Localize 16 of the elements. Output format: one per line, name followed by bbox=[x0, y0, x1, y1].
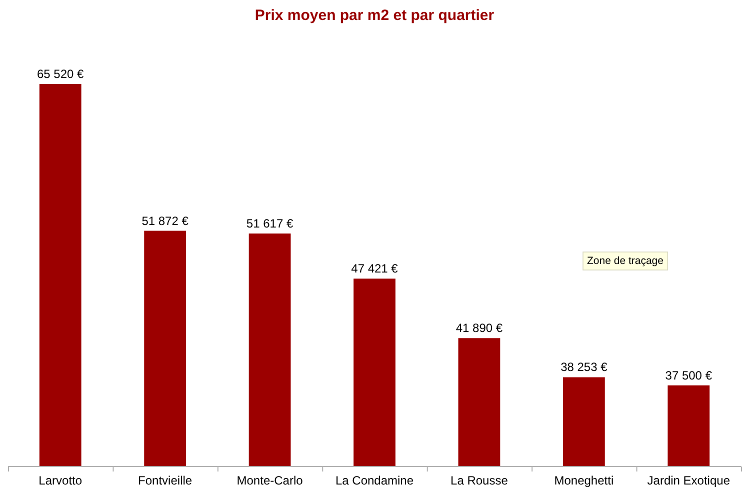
data-label: 41 890 € bbox=[456, 321, 503, 336]
x-tick-label: Fontvieille bbox=[138, 474, 192, 488]
chart-title: Prix moyen par m2 et par quartier bbox=[254, 7, 494, 24]
x-tick-label: Jardin Exotique bbox=[647, 474, 730, 488]
x-tick-label: La Rousse bbox=[450, 474, 508, 488]
x-tick-label: La Condamine bbox=[335, 474, 414, 488]
data-label: 51 617 € bbox=[246, 216, 294, 231]
data-label: 51 872 € bbox=[142, 214, 189, 228]
x-tick-label: Larvotto bbox=[38, 474, 82, 488]
x-tick-label: Moneghetti bbox=[554, 474, 614, 488]
data-label: 47 421 € bbox=[351, 262, 398, 276]
annotation: Zone de traçage bbox=[587, 255, 664, 267]
data-label: 65 520 € bbox=[37, 67, 84, 81]
x-tick-label: Monte-Carlo bbox=[236, 474, 304, 488]
data-label: 38 253 € bbox=[560, 360, 608, 374]
data-label: 37 500 € bbox=[665, 368, 712, 382]
